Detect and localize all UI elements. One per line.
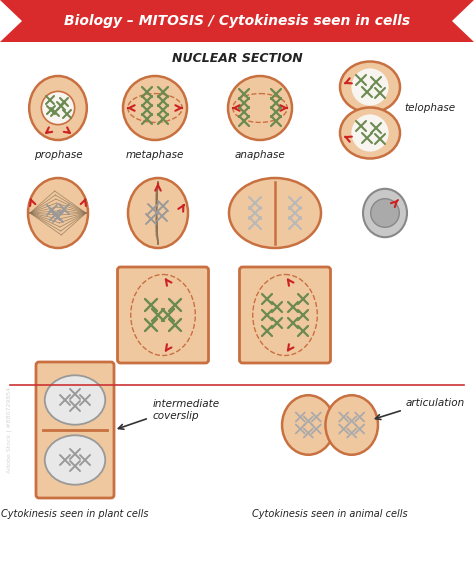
Ellipse shape xyxy=(351,114,389,151)
Ellipse shape xyxy=(326,396,378,455)
Ellipse shape xyxy=(128,178,188,248)
Text: Cytokinesis seen in plant cells: Cytokinesis seen in plant cells xyxy=(1,509,149,519)
Ellipse shape xyxy=(371,199,399,227)
Ellipse shape xyxy=(229,178,321,248)
Ellipse shape xyxy=(41,92,74,125)
Ellipse shape xyxy=(282,396,335,455)
Text: articulation: articulation xyxy=(406,398,465,408)
Text: telophase: telophase xyxy=(404,103,455,113)
Ellipse shape xyxy=(45,375,105,425)
Ellipse shape xyxy=(340,62,400,112)
Text: Adobe Stock | #880729854: Adobe Stock | #880729854 xyxy=(6,387,12,473)
Text: intermediate
coverslip: intermediate coverslip xyxy=(153,399,220,421)
Ellipse shape xyxy=(351,68,389,106)
Text: prophase: prophase xyxy=(34,150,82,160)
Text: metaphase: metaphase xyxy=(126,150,184,160)
Ellipse shape xyxy=(45,435,105,485)
Polygon shape xyxy=(0,0,474,42)
FancyBboxPatch shape xyxy=(239,267,330,363)
Text: Biology – MITOSIS / Cytokinesis seen in cells: Biology – MITOSIS / Cytokinesis seen in … xyxy=(64,14,410,28)
Ellipse shape xyxy=(123,76,187,140)
Text: anaphase: anaphase xyxy=(235,150,285,160)
Polygon shape xyxy=(0,0,22,42)
Ellipse shape xyxy=(363,189,407,237)
Ellipse shape xyxy=(340,107,400,159)
Polygon shape xyxy=(452,0,474,42)
Ellipse shape xyxy=(228,76,292,140)
Ellipse shape xyxy=(28,178,88,248)
FancyBboxPatch shape xyxy=(36,362,114,498)
Ellipse shape xyxy=(29,76,87,140)
Text: NUCLEAR SECTION: NUCLEAR SECTION xyxy=(172,51,302,64)
FancyBboxPatch shape xyxy=(118,267,209,363)
Text: Cytokinesis seen in animal cells: Cytokinesis seen in animal cells xyxy=(252,509,408,519)
